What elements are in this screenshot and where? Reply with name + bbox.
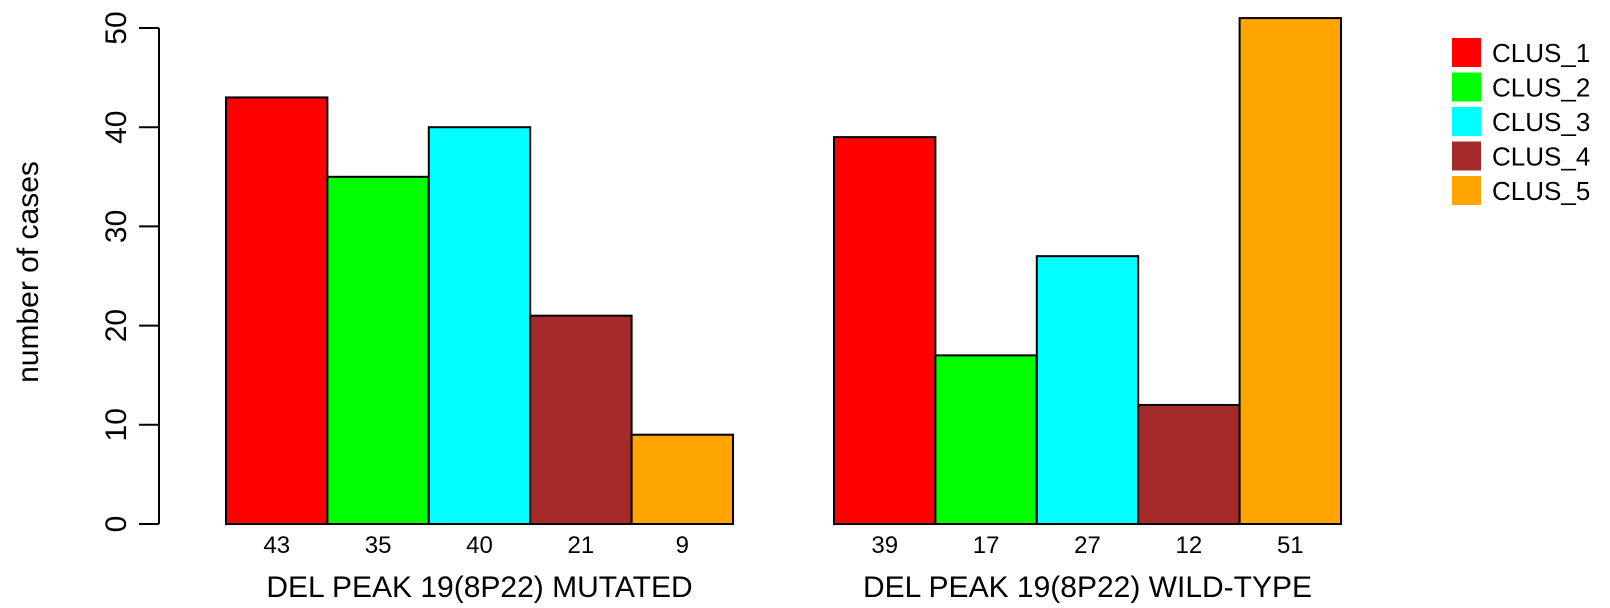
y-tick-label: 10 [100, 408, 133, 441]
bar-clus-2-group-1 [326, 175, 430, 526]
bar-clus-4-group-2 [1137, 403, 1241, 525]
bar-clus-3-group-2 [1035, 255, 1140, 525]
bar-count-label: 35 [365, 532, 392, 559]
bar-clus-3-group-1 [427, 126, 532, 525]
bar-clus-1-group-1 [225, 96, 329, 525]
legend-swatch [1452, 72, 1481, 102]
legend-label: CLUS_3 [1492, 107, 1590, 137]
bar-count-label: 21 [568, 532, 595, 559]
bar-clus-2-group-2 [934, 354, 1038, 525]
legend-label: CLUS_2 [1492, 73, 1590, 103]
legend-swatch [1452, 38, 1481, 67]
bar-count-label: 12 [1176, 532, 1203, 559]
y-tick-label: 20 [100, 309, 133, 342]
bar-count-label: 17 [973, 532, 1000, 559]
y-tick-label: 30 [100, 210, 133, 243]
bars-layer [225, 17, 1342, 526]
legend-swatch [1452, 107, 1481, 136]
bar-clus-5-group-1 [630, 433, 734, 525]
legend-swatch [1452, 176, 1481, 205]
legend-label: CLUS_4 [1492, 142, 1590, 172]
bar-clus-1-group-2 [833, 136, 937, 525]
legend-swatch [1452, 141, 1481, 171]
bar-clus-4-group-1 [529, 314, 633, 525]
bar-count-label: 9 [676, 532, 689, 559]
y-tick-label: 40 [100, 111, 133, 144]
y-axis-title: number of cases [12, 161, 45, 383]
y-tick-label: 50 [100, 11, 133, 44]
bar-count-label: 43 [263, 532, 290, 559]
group-label: DEL PEAK 19(8P22) MUTATED [266, 571, 692, 604]
bar-count-label: 51 [1277, 532, 1304, 559]
legend-label: CLUS_1 [1492, 38, 1590, 68]
legend-label: CLUS_5 [1492, 176, 1590, 206]
bar-count-label: 39 [871, 532, 898, 559]
bar-count-label: 27 [1074, 532, 1101, 559]
bar-count-label: 40 [466, 532, 493, 559]
y-tick-label: 0 [100, 516, 133, 533]
bar-clus-5-group-2 [1238, 17, 1342, 526]
legend: CLUS_1 CLUS_2 CLUS_3 CLUS_4 CLUS_5 [1452, 38, 1590, 206]
group-labels: DEL PEAK 19(8P22) MUTATED DEL PEAK 19(8P2… [266, 571, 1312, 604]
bar-count-labels: 43 35 40 21 9 39 17 27 12 51 [263, 532, 1303, 559]
group-label: DEL PEAK 19(8P22) WILD-TYPE [863, 571, 1312, 604]
y-axis: 0 10 20 30 40 50 [100, 11, 160, 533]
